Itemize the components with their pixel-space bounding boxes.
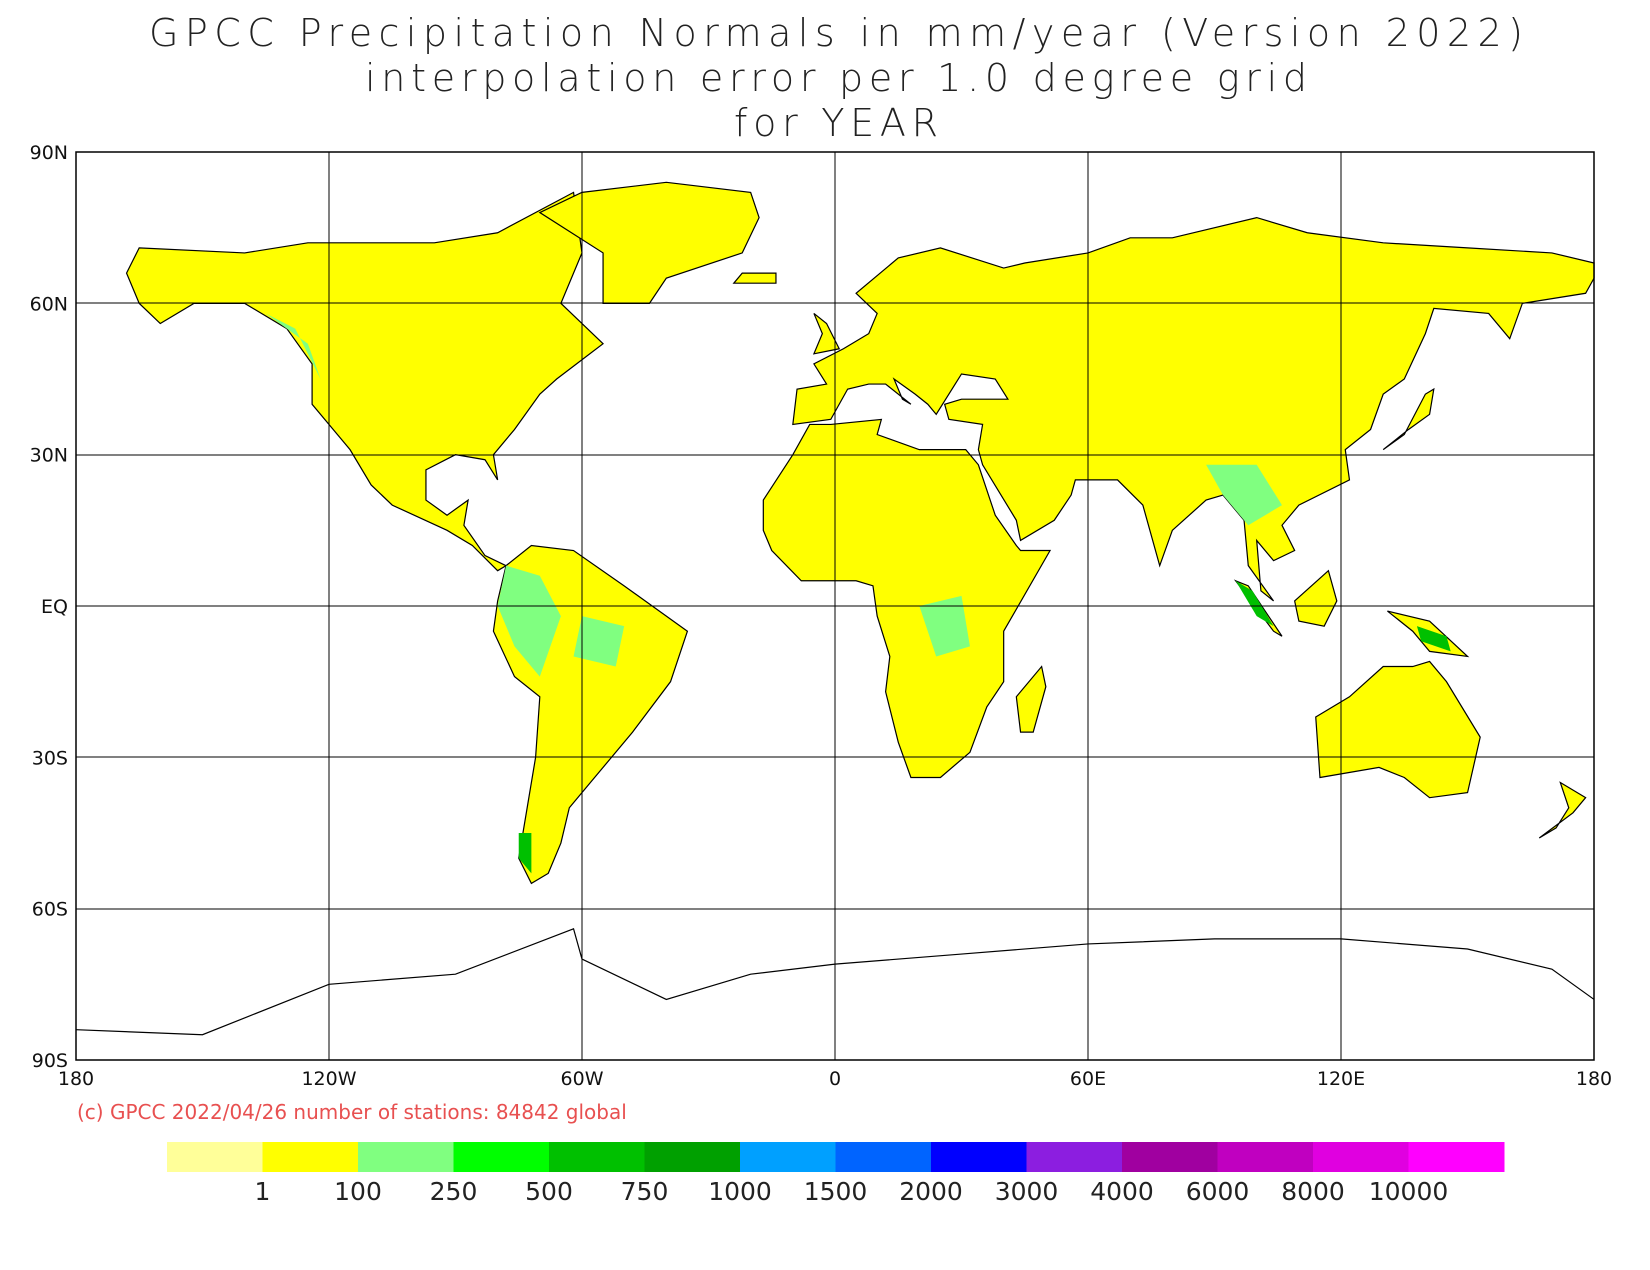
wet-region (1416, 626, 1451, 652)
footer: (c) GPCC 2022/04/26 number of stations: … (77, 1100, 627, 1124)
lat-label: 60S (32, 899, 68, 921)
lon-label: 60W (561, 1068, 604, 1090)
colorbar-label: 250 (430, 1177, 478, 1206)
wet-region (1206, 464, 1283, 526)
wet-region (518, 832, 532, 874)
lon-label: 60E (1070, 1068, 1106, 1090)
map (75, 151, 1595, 1061)
colorbar-label: 3000 (995, 1177, 1059, 1206)
color-swatch (358, 1142, 454, 1172)
landmasses (76, 182, 1594, 1034)
lon-label: 180 (1576, 1068, 1612, 1090)
lat-label: 90S (32, 1050, 68, 1072)
colorbar-label: 100 (334, 1177, 382, 1206)
lat-label: 30S (32, 747, 68, 769)
colorbar-label: 500 (525, 1177, 573, 1206)
color-swatch (549, 1142, 645, 1172)
antarctica (76, 929, 1594, 1035)
wet-region (1235, 580, 1274, 627)
lon-label: 120W (301, 1068, 356, 1090)
colorbar-label: 750 (621, 1177, 669, 1206)
colorbar-label: 10000 (1369, 1177, 1449, 1206)
wet-region (497, 565, 561, 677)
color-swatch (740, 1142, 836, 1172)
subtitle: for YEAR (734, 101, 938, 145)
madagascar (1016, 667, 1046, 733)
color-swatch (1217, 1142, 1314, 1172)
colorbar-label: 1000 (708, 1177, 772, 1206)
colorbar: 1 100 250 500 750 1000 1500 2000 3000 4000 6000 800… (167, 1142, 1505, 1206)
color-swatch (167, 1142, 263, 1172)
lat-label: 30N (30, 445, 68, 467)
lon-label: 180 (58, 1068, 94, 1090)
lat-label: 90N (30, 142, 68, 164)
graticule (76, 152, 1594, 1060)
iceland (734, 273, 776, 283)
color-swatch (1313, 1142, 1409, 1172)
greenland (540, 182, 759, 303)
colorbar-label: 4000 (1090, 1177, 1154, 1206)
lat-label: EQ (41, 596, 68, 618)
color-swatch (1026, 1142, 1123, 1172)
subtitle: interpolation error per 1.0 degree grid (365, 56, 1307, 100)
color-swatch (1408, 1142, 1505, 1172)
colorbar-label: 2000 (899, 1177, 963, 1206)
lon-label: 0 (829, 1068, 841, 1090)
colorbar-label: 1 (255, 1177, 271, 1206)
lon-label: 120E (1317, 1068, 1365, 1090)
color-swatch (262, 1142, 359, 1172)
map-border (75, 151, 1595, 1061)
color-swatch (1122, 1142, 1218, 1172)
wet-region (919, 595, 970, 657)
wet-region (573, 616, 625, 667)
colorbar-label: 1500 (804, 1177, 868, 1206)
colorbar-label: 6000 (1186, 1177, 1250, 1206)
new-zealand (1539, 783, 1585, 838)
japan (1383, 389, 1434, 450)
color-swatch (931, 1142, 1027, 1172)
color-swatch (453, 1142, 550, 1172)
australia (1316, 661, 1480, 797)
colorbar-label: 8000 (1281, 1177, 1345, 1206)
title: GPCC Precipitation Normals in mm/year (V… (149, 11, 1523, 55)
color-swatch (835, 1142, 932, 1172)
color-swatch (644, 1142, 741, 1172)
borneo (1295, 571, 1337, 626)
lat-label: 60N (30, 293, 68, 315)
